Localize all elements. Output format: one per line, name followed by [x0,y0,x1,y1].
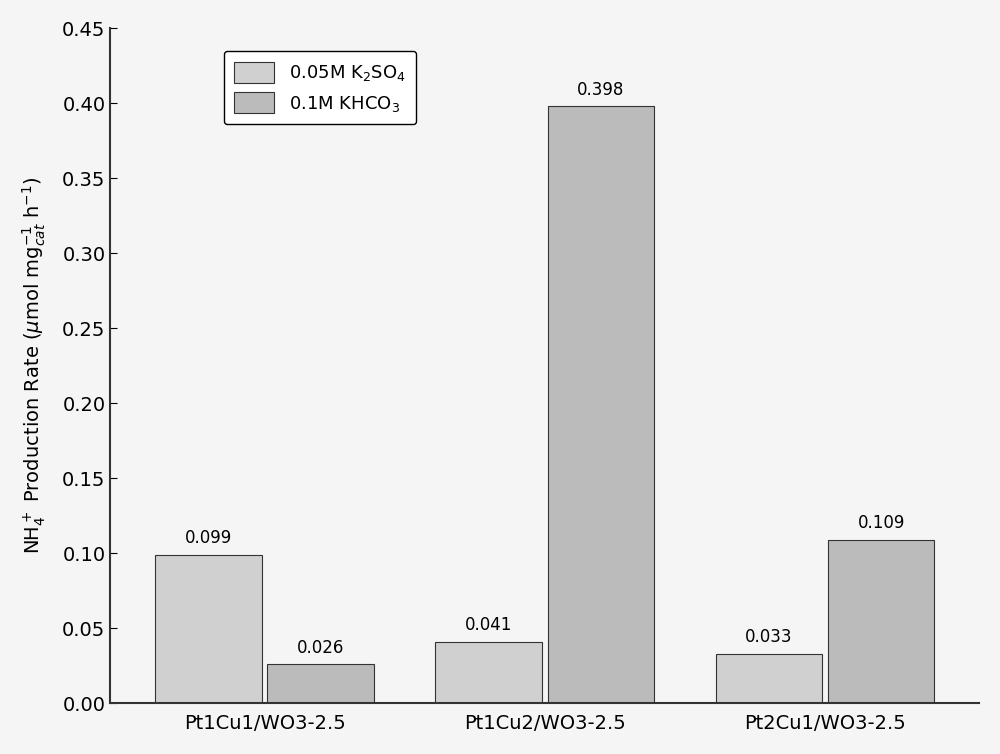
Y-axis label: NH$_4^+$ Production Rate ($\mu$mol mg$_{cat}^{-1}$ h$^{-1}$): NH$_4^+$ Production Rate ($\mu$mol mg$_{… [21,177,48,554]
Text: 0.109: 0.109 [857,514,905,532]
Bar [155,555,262,703]
Text: 0.041: 0.041 [465,616,512,634]
Legend: 0.05M K$_2$SO$_4$, 0.1M KHCO$_3$: 0.05M K$_2$SO$_4$, 0.1M KHCO$_3$ [224,51,416,124]
Text: 0.099: 0.099 [185,529,232,547]
Text: 0.026: 0.026 [297,639,344,657]
Text: 0.398: 0.398 [577,81,625,99]
Bar [435,642,542,703]
Text: 0.033: 0.033 [745,628,793,646]
Bar [267,664,374,703]
Bar [716,654,822,703]
Bar [828,540,934,703]
Bar [548,106,654,703]
